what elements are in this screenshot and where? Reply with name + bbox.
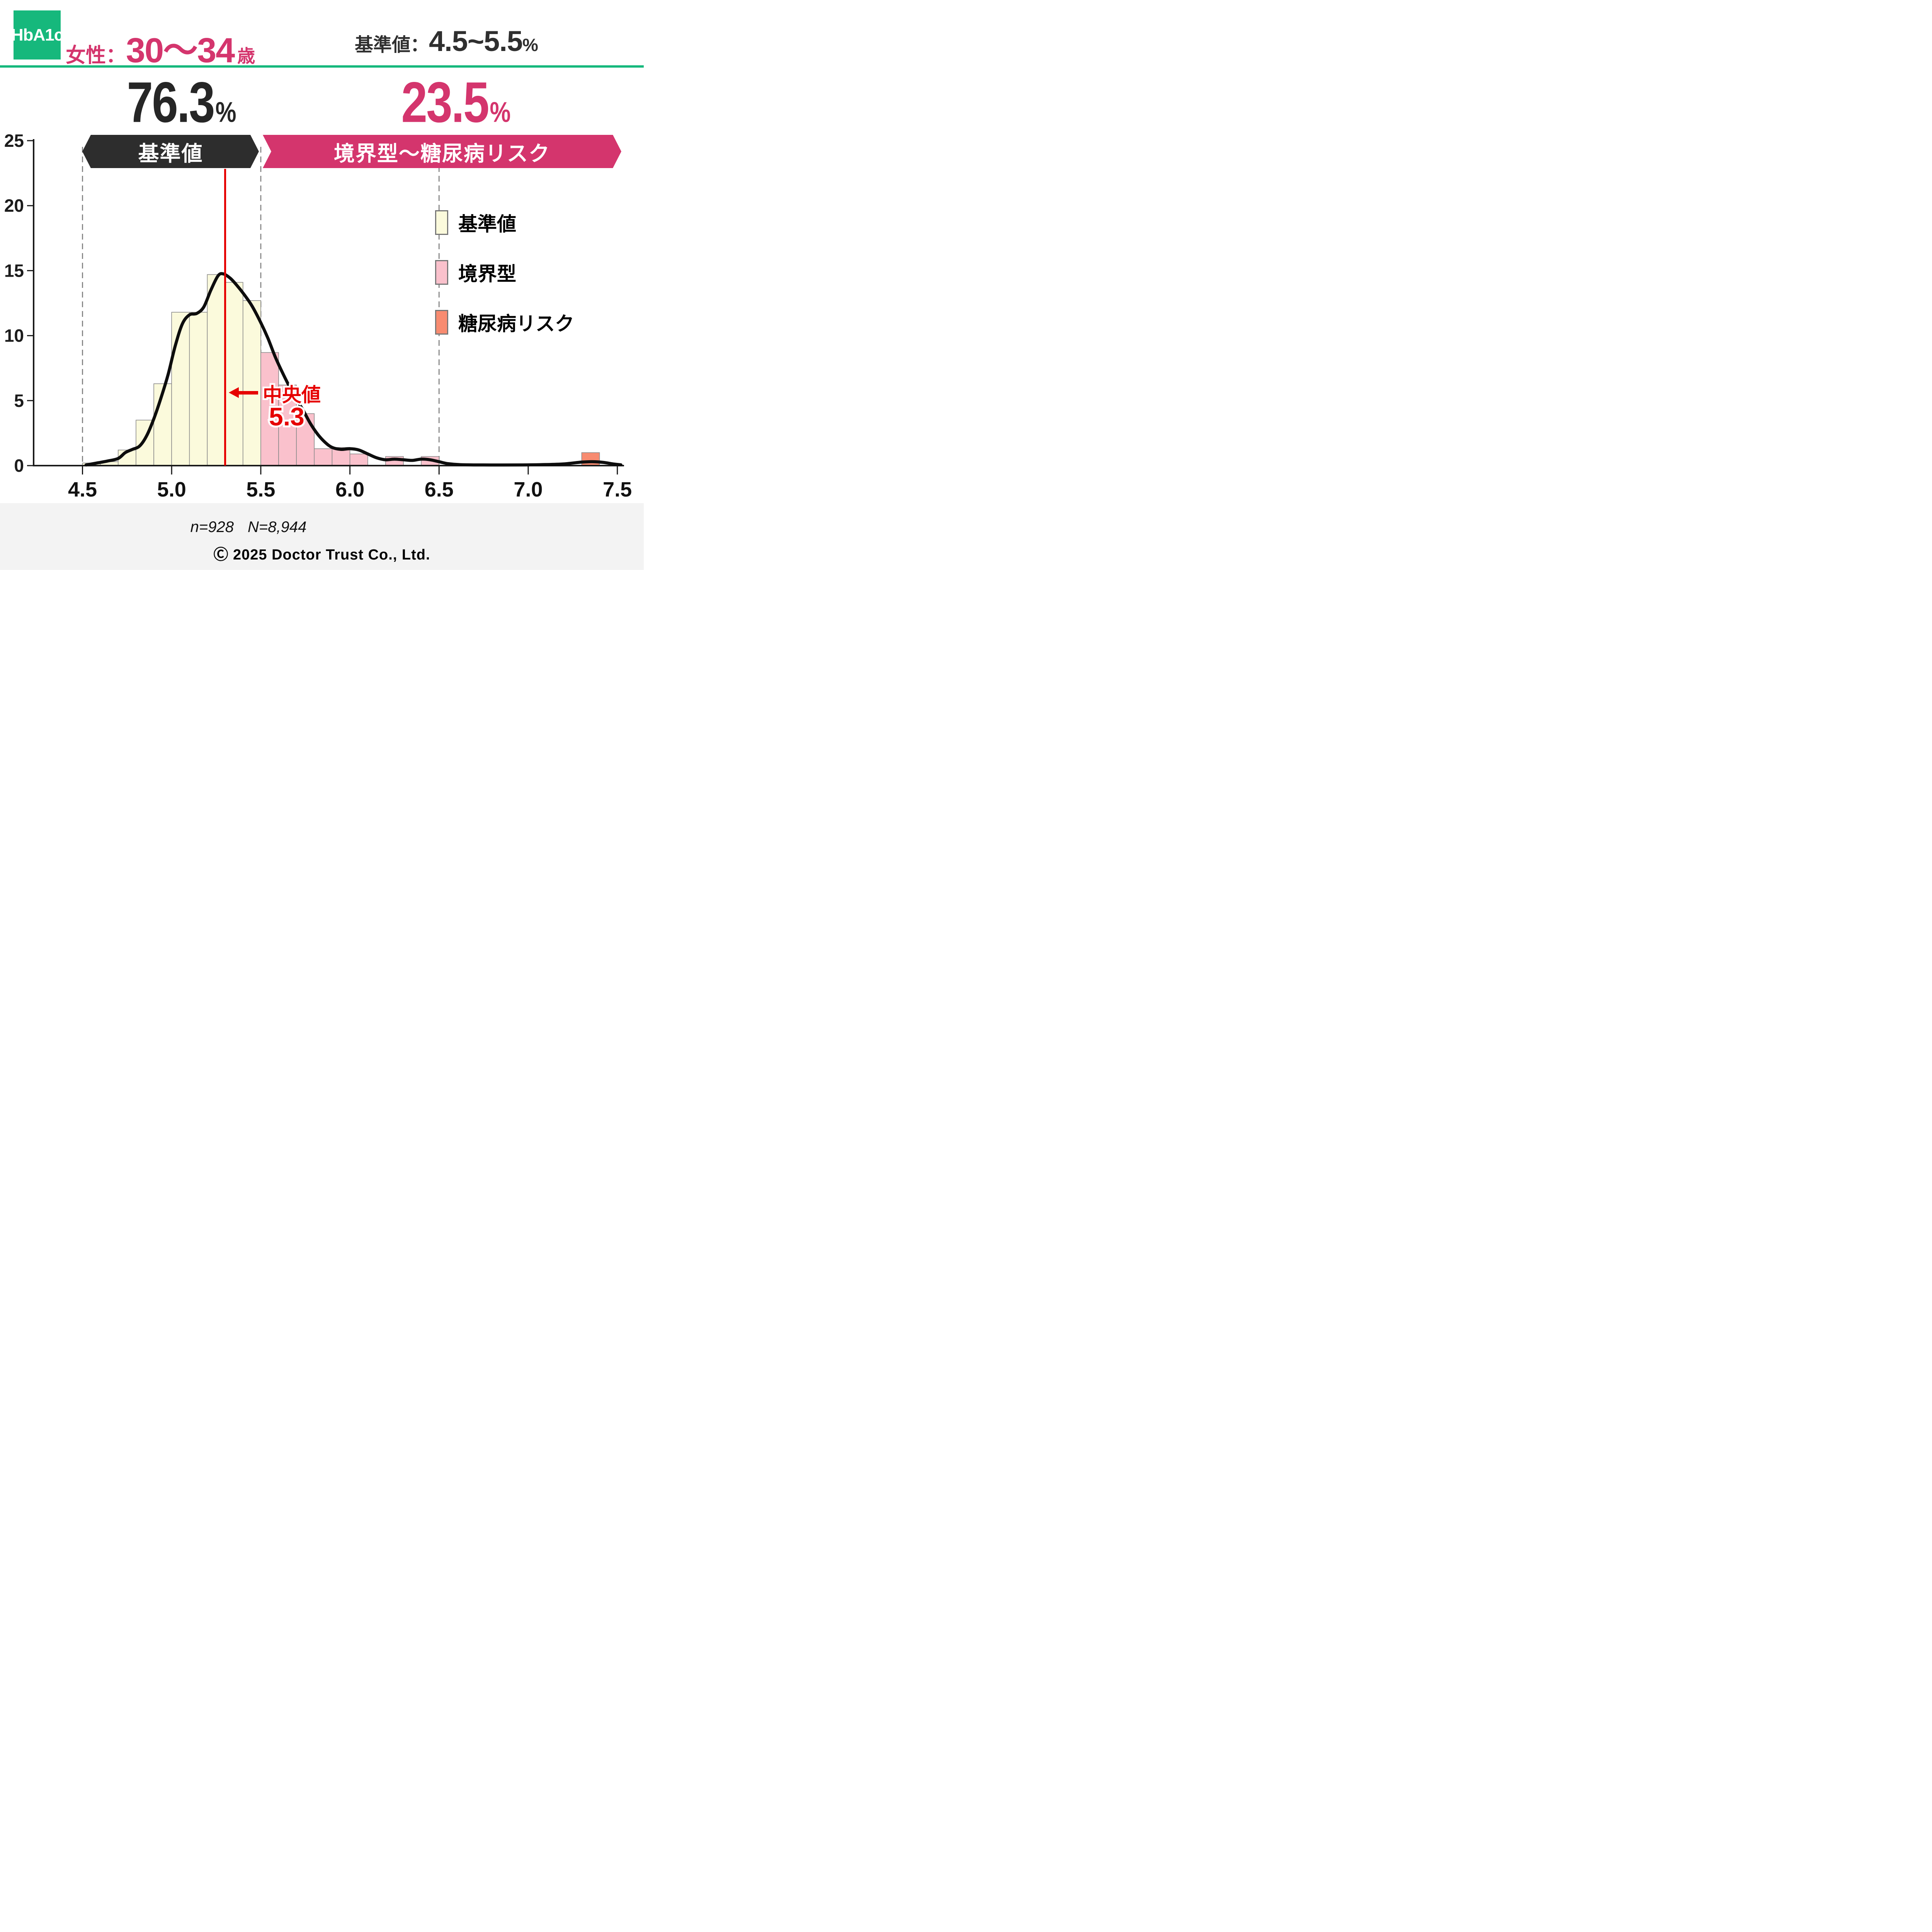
legend-item-risk: 糖尿病リスク xyxy=(435,310,574,335)
normal-percentage: 76.3% xyxy=(86,74,277,131)
header-divider xyxy=(0,65,644,68)
legend-label-borderline: 境界型 xyxy=(458,263,516,285)
histogram-bar xyxy=(260,352,279,466)
histogram-bar xyxy=(581,452,600,466)
reference-unit: % xyxy=(522,35,538,55)
histogram-bar xyxy=(207,274,226,466)
x-tick-label: 6.5 xyxy=(425,478,454,501)
histogram-bar xyxy=(189,312,208,466)
x-tick-label: 5.5 xyxy=(246,478,275,501)
reference-title: 基準値： 4.5~5.5 % xyxy=(355,0,538,58)
y-tick-label: 20 xyxy=(4,196,24,216)
sample-count-n: n=928 xyxy=(190,519,234,536)
y-tick-label: 10 xyxy=(4,326,24,346)
legend-label-risk: 糖尿病リスク xyxy=(458,313,574,335)
median-annotation: 中央値 5.3 xyxy=(229,382,345,440)
legend-item-borderline: 境界型 xyxy=(435,260,574,285)
x-tick-label: 5.0 xyxy=(157,478,186,501)
y-tick-label: 25 xyxy=(4,131,24,151)
population-count-N: N=8,944 xyxy=(248,519,307,536)
copyright: Ⓒ 2025 Doctor Trust Co., Ltd. xyxy=(213,547,430,563)
reference-label: 基準値： xyxy=(355,35,429,55)
normal-percentage-value: 76.3 xyxy=(127,70,215,135)
footer: n=928 N=8,944 Ⓒ 2025 Doctor Trust Co., Lt… xyxy=(0,503,644,570)
metric-badge: HbA1c xyxy=(11,10,63,60)
y-tick-label: 15 xyxy=(4,260,24,281)
hba1c-distribution-page: HbA1c 女性： 30～34 歳 基準値： 4.5~5.5 % 76.3% 2… xyxy=(0,0,644,570)
histogram-bar xyxy=(349,453,368,466)
median-arrow-icon xyxy=(229,387,258,398)
y-tick-label: 0 xyxy=(14,456,24,476)
histogram-bar xyxy=(171,312,190,466)
sample-counts: n=928 N=8,944 xyxy=(0,519,570,536)
histogram-bar xyxy=(242,300,261,466)
normal-percentage-sign: % xyxy=(215,96,236,128)
histogram-bar xyxy=(224,282,243,466)
normal-range-banner-label: 基準値 xyxy=(138,142,203,165)
histogram-chart: 0 5 10 15 20 25 4.5 5.0 5.5 6.0 6.5 7.0 7.5 xyxy=(4,131,632,501)
risk-range-banner-label: 境界型〜糖尿病リスク xyxy=(334,142,550,165)
x-tick-label: 4.5 xyxy=(68,478,97,501)
x-tick-label: 7.5 xyxy=(603,478,632,501)
risk-percentage: 23.5% xyxy=(361,74,551,131)
risk-percentage-value: 23.5 xyxy=(401,70,489,135)
legend-item-normal: 基準値 xyxy=(435,210,574,235)
x-tick-label: 6.0 xyxy=(335,478,364,501)
kde-curve xyxy=(84,272,622,467)
segment-title: 女性： 30～34 歳 xyxy=(66,0,255,72)
borderline-swatch xyxy=(435,260,448,285)
histogram-bar xyxy=(278,384,297,466)
histogram-bar xyxy=(314,448,333,466)
risk-percentage-sign: % xyxy=(490,96,511,128)
median-label: 中央値 xyxy=(261,383,323,408)
median-value: 5.3 xyxy=(267,400,306,433)
segment-age-unit: 歳 xyxy=(237,46,255,66)
legend: 基準値 境界型 糖尿病リスク xyxy=(435,210,574,360)
risk-swatch xyxy=(435,310,448,335)
header: HbA1c 女性： 30～34 歳 基準値： 4.5~5.5 % xyxy=(0,0,644,70)
reference-range: 4.5~5.5 xyxy=(429,25,523,57)
metric-badge-label: HbA1c xyxy=(11,25,63,44)
normal-range-banner: 基準値 xyxy=(82,135,259,168)
y-tick-label: 5 xyxy=(14,391,24,411)
segment-label: 女性： xyxy=(66,44,126,67)
x-tick-label: 7.0 xyxy=(514,478,543,501)
risk-range-banner: 境界型〜糖尿病リスク xyxy=(263,135,621,168)
legend-label-normal: 基準値 xyxy=(458,213,516,235)
segment-age-range: 30～34 xyxy=(126,31,235,70)
normal-swatch xyxy=(435,210,448,235)
